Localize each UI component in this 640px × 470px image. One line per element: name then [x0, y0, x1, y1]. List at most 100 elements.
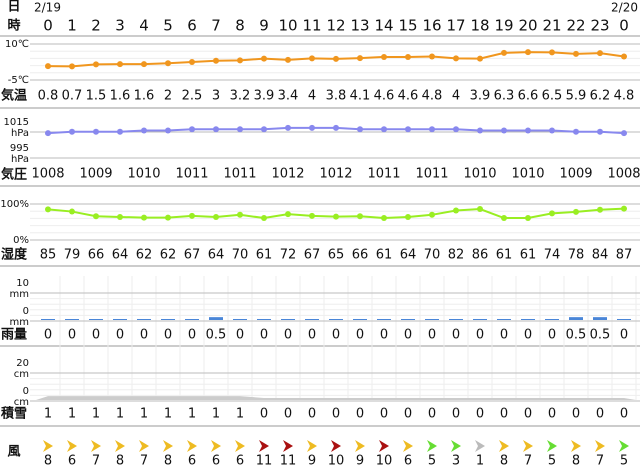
value: 1008 — [31, 167, 64, 182]
point — [285, 211, 291, 218]
point — [189, 126, 195, 133]
hour: 16 — [422, 17, 441, 35]
value: 62 — [160, 248, 177, 263]
point — [381, 126, 387, 133]
hour: 14 — [374, 17, 393, 35]
bar — [161, 319, 175, 320]
value: 0 — [380, 407, 388, 422]
bar — [41, 319, 55, 320]
value: 86 — [472, 248, 489, 263]
value: 0 — [428, 407, 436, 422]
bar — [617, 319, 631, 320]
value: 0 — [188, 328, 196, 343]
value: 1.6 — [110, 89, 131, 104]
wind-arrow — [187, 440, 197, 452]
value: 0 — [380, 328, 388, 343]
value: 1010 — [463, 167, 496, 182]
point — [333, 55, 339, 62]
value: 2.5 — [182, 89, 203, 104]
point — [429, 126, 435, 133]
point — [357, 213, 363, 220]
value: 0 — [572, 407, 580, 422]
value: 67 — [304, 248, 321, 263]
point — [477, 55, 483, 62]
value: 0 — [356, 328, 364, 343]
value: 64 — [112, 248, 129, 263]
point — [453, 55, 459, 62]
value: 64 — [400, 248, 417, 263]
value: 70 — [232, 248, 249, 263]
axis-unit: hPa — [11, 128, 29, 139]
value: 1 — [188, 407, 196, 422]
point — [525, 127, 531, 134]
point — [621, 53, 627, 60]
value: 0 — [428, 328, 436, 343]
point — [429, 211, 435, 218]
bar — [209, 317, 223, 320]
value: 0.8 — [38, 89, 59, 104]
value: 10 — [376, 454, 393, 469]
value: 0 — [452, 328, 460, 343]
value: 8 — [116, 454, 124, 469]
value: 1011 — [223, 167, 256, 182]
point — [357, 126, 363, 133]
wind-arrow — [163, 440, 173, 452]
point — [549, 210, 555, 217]
point — [237, 126, 243, 133]
value: 2 — [164, 89, 172, 104]
value: 1 — [68, 407, 76, 422]
axis-label: 1015 — [4, 117, 29, 128]
axis-label: 20 — [16, 358, 29, 369]
value: 79 — [64, 248, 81, 263]
axis-label: 100% — [0, 199, 29, 210]
axis-unit: mm — [10, 317, 29, 328]
wind-arrow — [211, 440, 221, 452]
hour: 18 — [470, 17, 489, 35]
value: 3.8 — [326, 89, 347, 104]
hour: 22 — [566, 17, 585, 35]
bar — [377, 319, 391, 320]
value: 78 — [568, 248, 585, 263]
value: 1010 — [511, 167, 544, 182]
hour: 0 — [619, 17, 629, 35]
value: 1012 — [319, 167, 352, 182]
value: 5 — [620, 454, 628, 469]
value: 0 — [476, 407, 484, 422]
bar — [545, 319, 559, 320]
value: 6 — [188, 454, 196, 469]
value: 0 — [548, 407, 556, 422]
wind-arrow — [331, 440, 341, 452]
point — [165, 60, 171, 67]
point — [213, 126, 219, 133]
value: 62 — [136, 248, 153, 263]
value: 0 — [524, 407, 532, 422]
value: 6.3 — [494, 89, 515, 104]
date-end: 2/20 — [611, 1, 638, 15]
axis-label: 0 — [23, 386, 29, 397]
value: 1012 — [271, 167, 304, 182]
bar — [425, 319, 439, 320]
value: 87 — [616, 248, 633, 263]
value: 82 — [448, 248, 465, 263]
value: 1 — [44, 407, 52, 422]
bar — [281, 319, 295, 320]
value: 11 — [256, 454, 273, 469]
value: 6 — [68, 454, 76, 469]
value: 5 — [548, 454, 556, 469]
bar — [65, 319, 79, 320]
value: 3 — [452, 454, 460, 469]
point — [525, 215, 531, 222]
value: 1 — [236, 407, 244, 422]
value: 1 — [164, 407, 172, 422]
value: 1 — [476, 454, 484, 469]
hour: 20 — [518, 17, 537, 35]
axis-unit: cm — [14, 397, 29, 408]
row-label: 気温 — [1, 88, 27, 104]
snow-area — [36, 396, 636, 400]
point — [93, 61, 99, 68]
point — [357, 55, 363, 62]
point — [333, 213, 339, 220]
axis-unit: mm — [10, 289, 29, 300]
axis-label: -5℃ — [8, 75, 29, 86]
